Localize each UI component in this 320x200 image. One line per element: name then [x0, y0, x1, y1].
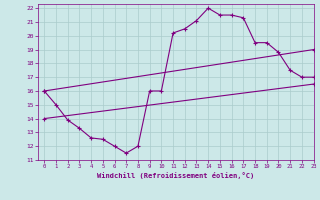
- X-axis label: Windchill (Refroidissement éolien,°C): Windchill (Refroidissement éolien,°C): [97, 172, 255, 179]
